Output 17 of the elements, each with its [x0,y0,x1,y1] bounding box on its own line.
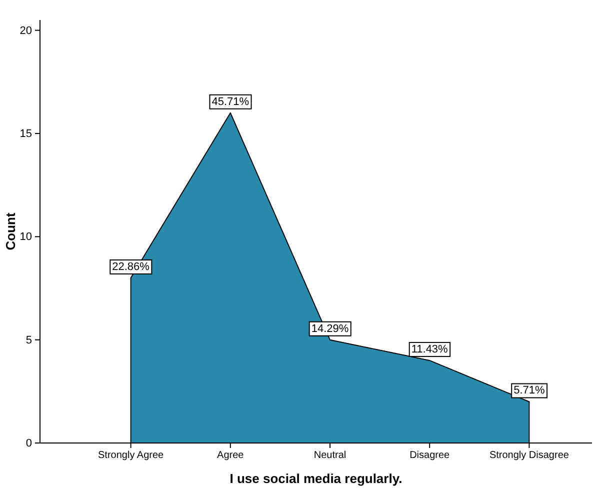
annotation: 14.29% [311,322,349,335]
y-tick-label: 0 [26,438,32,450]
annotation: 11.43% [411,343,448,356]
x-tick-label: Agree [217,450,244,462]
y-axis-title: Count [3,212,18,250]
x-tick-label: Strongly Agree [98,450,164,462]
y-tick-label: 20 [20,24,32,37]
x-tick-label: Neutral [314,450,346,462]
x-tick-label: Strongly Disagree [489,450,570,462]
annotation: 22.86% [112,260,150,273]
y-tick-label: 15 [20,128,32,140]
x-axis-title: I use social media regularly. [230,471,402,486]
y-tick-label: 10 [20,231,32,244]
annotation: 5.71% [514,384,546,397]
annotation: 45.71% [212,96,250,108]
x-tick-label: Disagree [410,450,450,462]
y-tick-label: 5 [26,334,32,346]
